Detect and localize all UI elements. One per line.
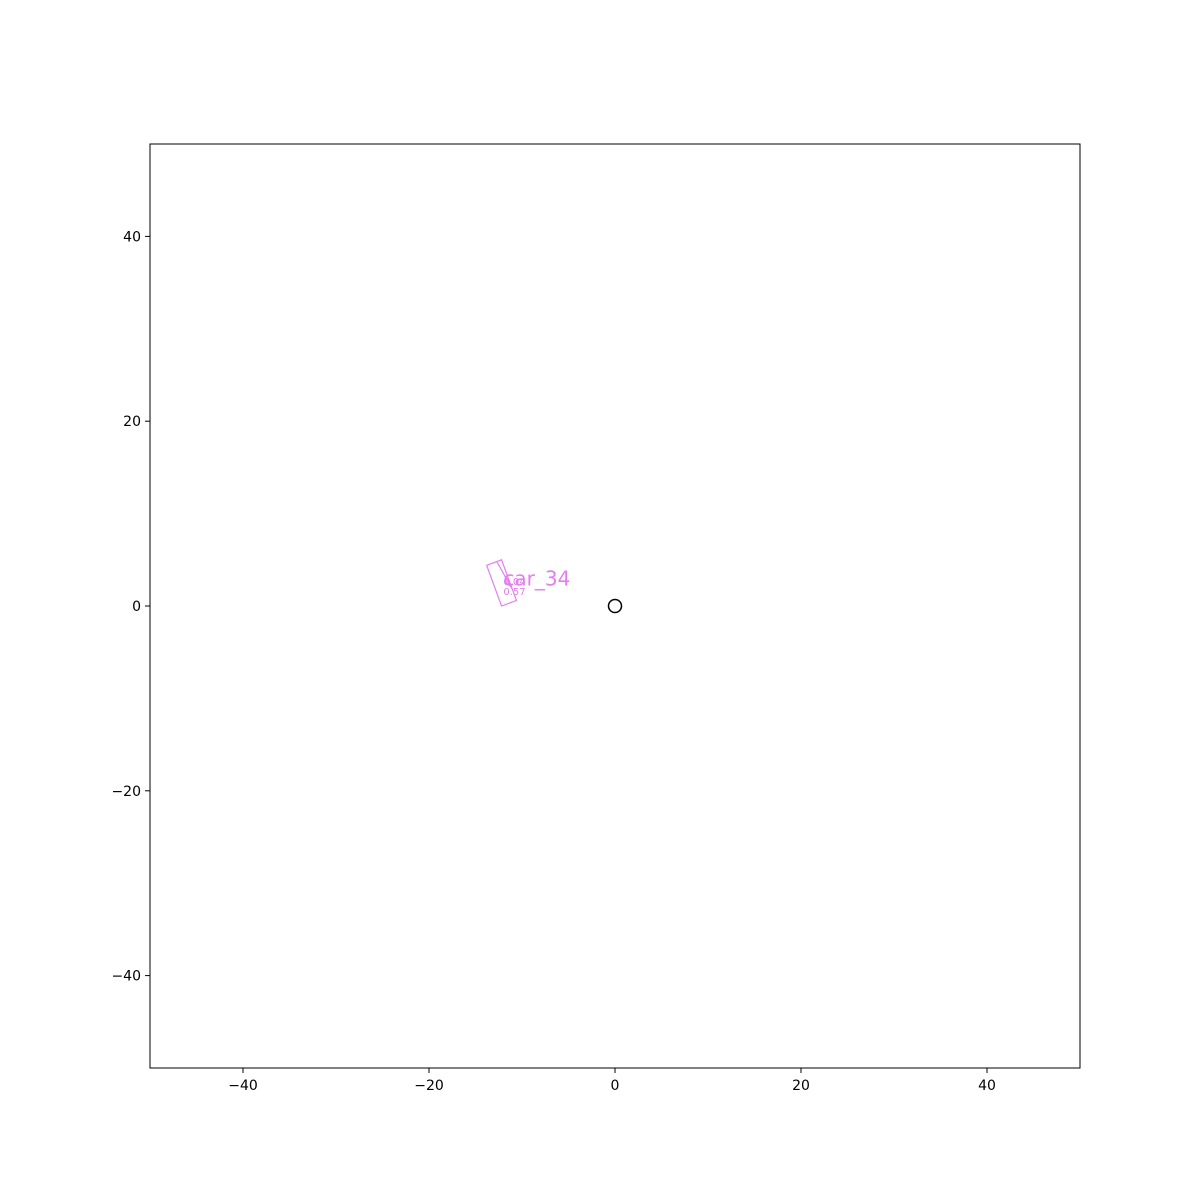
x-tick-label: −40 [228,1078,258,1094]
x-tick-label: 40 [978,1078,996,1094]
object-label: car_34 [503,567,570,591]
y-tick-label: 20 [123,414,141,430]
x-tick-label: 20 [792,1078,810,1094]
object-box-car_34 [485,559,518,607]
plot-frame-layer [149,143,1081,1069]
y-tick-label: −20 [111,784,141,800]
y-tick-label: 40 [123,229,141,245]
x-tick-label: 0 [611,1078,620,1094]
axis-ticks-layer: −40 −20 0 20 40 −40 −20 0 20 40 [111,229,995,1094]
plot-frame [149,143,1081,1069]
object-sublabel: 0.57 [503,587,525,598]
ego-marker [607,598,623,614]
y-tick-label: 0 [132,599,141,615]
x-tick-label: −20 [414,1078,444,1094]
object-heading-line [496,561,513,589]
y-tick-label: −40 [111,969,141,985]
object-sublabel: 0.04 [503,577,525,588]
